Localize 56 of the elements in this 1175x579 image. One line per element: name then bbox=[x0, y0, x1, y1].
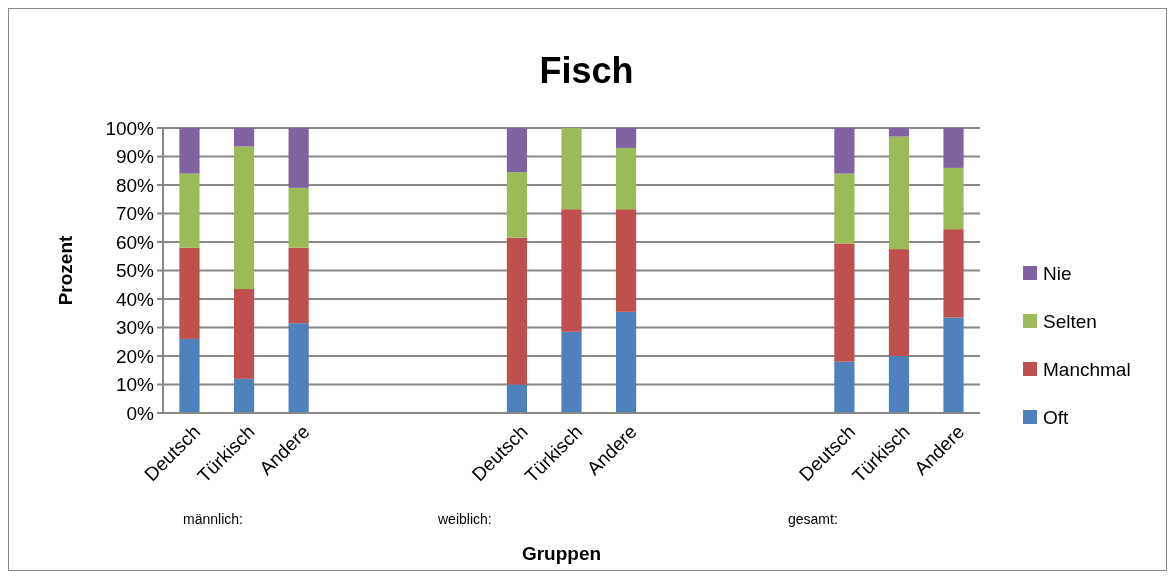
legend-label: Manchmal bbox=[1043, 358, 1131, 380]
legend-label: Nie bbox=[1043, 262, 1072, 284]
bar bbox=[561, 331, 582, 413]
y-axis-title: Prozent bbox=[55, 235, 76, 306]
bar bbox=[288, 323, 309, 413]
y-tick-label: 40% bbox=[115, 288, 155, 310]
y-tick-label: 100% bbox=[105, 117, 155, 139]
bar bbox=[506, 128, 528, 173]
bar bbox=[834, 173, 855, 244]
bar bbox=[506, 172, 528, 238]
bar bbox=[506, 384, 528, 413]
y-tick-label: 0% bbox=[126, 402, 155, 424]
bar bbox=[615, 147, 637, 210]
text: weiblich: bbox=[437, 511, 492, 527]
chart-title: Fisch bbox=[539, 50, 634, 91]
bar bbox=[179, 338, 200, 413]
bar bbox=[888, 249, 910, 356]
bar bbox=[943, 167, 964, 230]
bar bbox=[288, 128, 309, 188]
y-tick-label: 80% bbox=[115, 174, 155, 196]
bar bbox=[888, 136, 910, 250]
bar bbox=[233, 378, 255, 413]
bar bbox=[288, 247, 309, 324]
text: gesamt: bbox=[788, 511, 838, 527]
bar bbox=[615, 311, 637, 413]
bar bbox=[506, 237, 528, 385]
bar bbox=[834, 361, 855, 413]
bar bbox=[943, 317, 964, 413]
bar bbox=[943, 229, 964, 318]
bar bbox=[233, 289, 255, 379]
bar bbox=[615, 128, 637, 148]
x-axis-title: Gruppen bbox=[521, 543, 602, 564]
y-tick-label: 70% bbox=[115, 203, 155, 225]
bar bbox=[179, 247, 200, 339]
y-tick-label: 90% bbox=[115, 146, 155, 168]
bar bbox=[888, 128, 910, 137]
bar bbox=[179, 128, 200, 174]
bar bbox=[943, 128, 964, 168]
bar bbox=[179, 173, 200, 248]
bar bbox=[233, 128, 255, 147]
legend-label: Selten bbox=[1043, 310, 1097, 332]
y-tick-label: 30% bbox=[115, 317, 155, 339]
bar bbox=[561, 128, 582, 210]
y-tick-label: 50% bbox=[115, 260, 155, 282]
bar bbox=[288, 187, 309, 248]
bar bbox=[561, 209, 582, 332]
bar bbox=[834, 243, 855, 362]
bar bbox=[615, 209, 637, 312]
bar bbox=[888, 356, 910, 413]
y-tick-label: 20% bbox=[115, 345, 155, 367]
y-tick-label: 60% bbox=[115, 231, 155, 253]
legend-label: Oft bbox=[1043, 406, 1070, 428]
bar bbox=[834, 128, 855, 174]
y-tick-label: 10% bbox=[115, 374, 155, 396]
bar bbox=[233, 146, 255, 290]
text: männlich: bbox=[183, 511, 243, 527]
